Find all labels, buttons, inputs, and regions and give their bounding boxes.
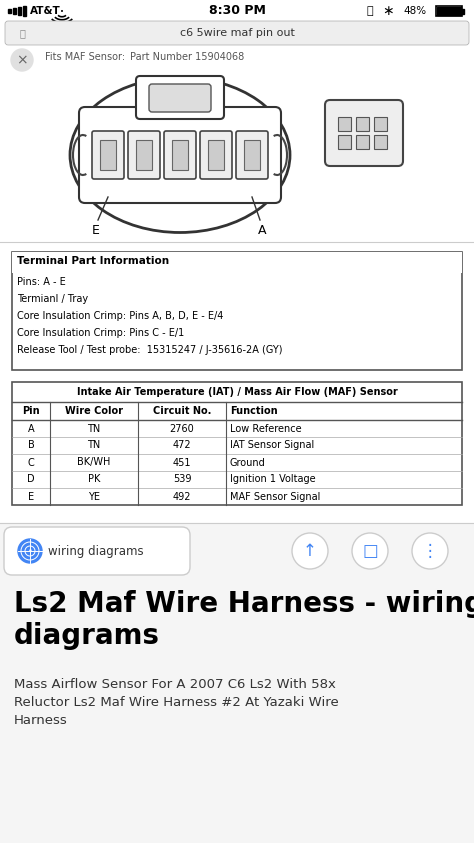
FancyBboxPatch shape <box>200 131 232 179</box>
Text: AT&T: AT&T <box>30 6 61 16</box>
Text: 🔍: 🔍 <box>20 28 26 38</box>
Text: A: A <box>258 223 266 237</box>
Bar <box>436 6 462 16</box>
Text: E: E <box>92 223 100 237</box>
Circle shape <box>412 533 448 569</box>
Bar <box>338 135 351 149</box>
Bar <box>12 252 462 370</box>
Circle shape <box>292 533 328 569</box>
Bar <box>12 382 462 505</box>
Bar <box>0 523 474 843</box>
Text: Core Insulation Crimp: Pins A, B, D, E - E/4: Core Insulation Crimp: Pins A, B, D, E -… <box>17 311 223 321</box>
Text: 539: 539 <box>173 475 191 485</box>
Bar <box>172 140 188 170</box>
Bar <box>338 117 351 131</box>
Bar <box>136 140 152 170</box>
Text: A: A <box>27 423 34 433</box>
Text: IAT Sensor Signal: IAT Sensor Signal <box>230 441 314 450</box>
FancyBboxPatch shape <box>4 527 190 575</box>
Bar <box>462 8 465 13</box>
Bar <box>356 135 369 149</box>
Text: ∗: ∗ <box>382 4 394 18</box>
Text: PK: PK <box>88 475 100 485</box>
Text: □: □ <box>362 542 378 560</box>
Circle shape <box>18 539 42 563</box>
Bar <box>356 117 369 131</box>
Bar <box>8 9 11 13</box>
Text: Fits MAF Sensor:: Fits MAF Sensor: <box>45 52 125 62</box>
Text: Low Reference: Low Reference <box>230 423 301 433</box>
Text: ⋮: ⋮ <box>422 542 438 560</box>
Text: TN: TN <box>87 423 100 433</box>
Bar <box>374 117 387 131</box>
Text: 8:30 PM: 8:30 PM <box>209 4 265 18</box>
Text: Core Insulation Crimp: Pins C - E/1: Core Insulation Crimp: Pins C - E/1 <box>17 328 184 338</box>
Text: D: D <box>27 475 35 485</box>
Bar <box>18 7 21 15</box>
Bar <box>0 42 474 562</box>
Circle shape <box>11 49 33 71</box>
Text: 48%: 48% <box>403 6 426 16</box>
Text: E: E <box>28 491 34 502</box>
FancyBboxPatch shape <box>325 100 403 166</box>
Text: Ignition 1 Voltage: Ignition 1 Voltage <box>230 475 316 485</box>
FancyBboxPatch shape <box>164 131 196 179</box>
Bar <box>0 65 474 245</box>
Bar <box>13 8 17 14</box>
Text: Termianl / Tray: Termianl / Tray <box>17 294 88 304</box>
Text: Pin: Pin <box>22 406 40 416</box>
Text: C: C <box>27 458 35 468</box>
Text: Release Tool / Test probe:  15315247 / J-35616-2A (GY): Release Tool / Test probe: 15315247 / J-… <box>17 345 283 355</box>
Text: Ground: Ground <box>230 458 266 468</box>
Text: Circuit No.: Circuit No. <box>153 406 211 416</box>
Text: ⏰: ⏰ <box>367 6 374 16</box>
Text: Wire Color: Wire Color <box>65 406 123 416</box>
Text: BK/WH: BK/WH <box>77 458 111 468</box>
Text: Pins: A - E: Pins: A - E <box>17 277 66 287</box>
Circle shape <box>352 533 388 569</box>
Text: 492: 492 <box>173 491 191 502</box>
Bar <box>374 135 387 149</box>
Text: YE: YE <box>88 491 100 502</box>
Text: B: B <box>27 441 35 450</box>
Bar <box>23 6 27 16</box>
FancyBboxPatch shape <box>136 76 224 119</box>
Text: Terminal Part Information: Terminal Part Information <box>17 256 169 266</box>
Bar <box>244 140 260 170</box>
FancyBboxPatch shape <box>128 131 160 179</box>
Bar <box>12 252 462 273</box>
Text: •: • <box>60 9 64 15</box>
Text: TN: TN <box>87 441 100 450</box>
Text: Ls2 Maf Wire Harness - wiring
diagrams: Ls2 Maf Wire Harness - wiring diagrams <box>14 590 474 651</box>
Bar <box>208 140 224 170</box>
Text: 472: 472 <box>173 441 191 450</box>
Text: 451: 451 <box>173 458 191 468</box>
Text: Function: Function <box>230 406 278 416</box>
FancyBboxPatch shape <box>92 131 124 179</box>
Text: •: • <box>27 546 32 556</box>
Text: Intake Air Temperature (IAT) / Mass Air Flow (MAF) Sensor: Intake Air Temperature (IAT) / Mass Air … <box>77 387 397 397</box>
Text: ↑: ↑ <box>303 542 317 560</box>
Text: ×: × <box>16 53 28 67</box>
Text: wiring diagrams: wiring diagrams <box>48 545 144 557</box>
FancyBboxPatch shape <box>236 131 268 179</box>
Text: MAF Sensor Signal: MAF Sensor Signal <box>230 491 320 502</box>
FancyBboxPatch shape <box>5 21 469 45</box>
Bar <box>100 140 116 170</box>
FancyBboxPatch shape <box>149 84 211 112</box>
Bar <box>437 7 461 15</box>
FancyBboxPatch shape <box>79 107 281 203</box>
Text: c6 5wire maf pin out: c6 5wire maf pin out <box>180 28 294 38</box>
Text: Mass Airflow Sensor For A 2007 C6 Ls2 With 58x
Reluctor Ls2 Maf Wire Harness #2 : Mass Airflow Sensor For A 2007 C6 Ls2 Wi… <box>14 678 339 727</box>
Text: 2760: 2760 <box>170 423 194 433</box>
Text: Part Number 15904068: Part Number 15904068 <box>130 52 244 62</box>
